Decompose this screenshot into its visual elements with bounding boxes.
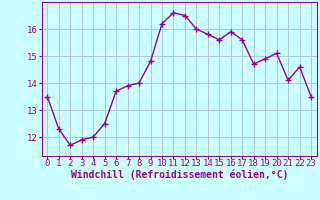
X-axis label: Windchill (Refroidissement éolien,°C): Windchill (Refroidissement éolien,°C) (70, 169, 288, 180)
